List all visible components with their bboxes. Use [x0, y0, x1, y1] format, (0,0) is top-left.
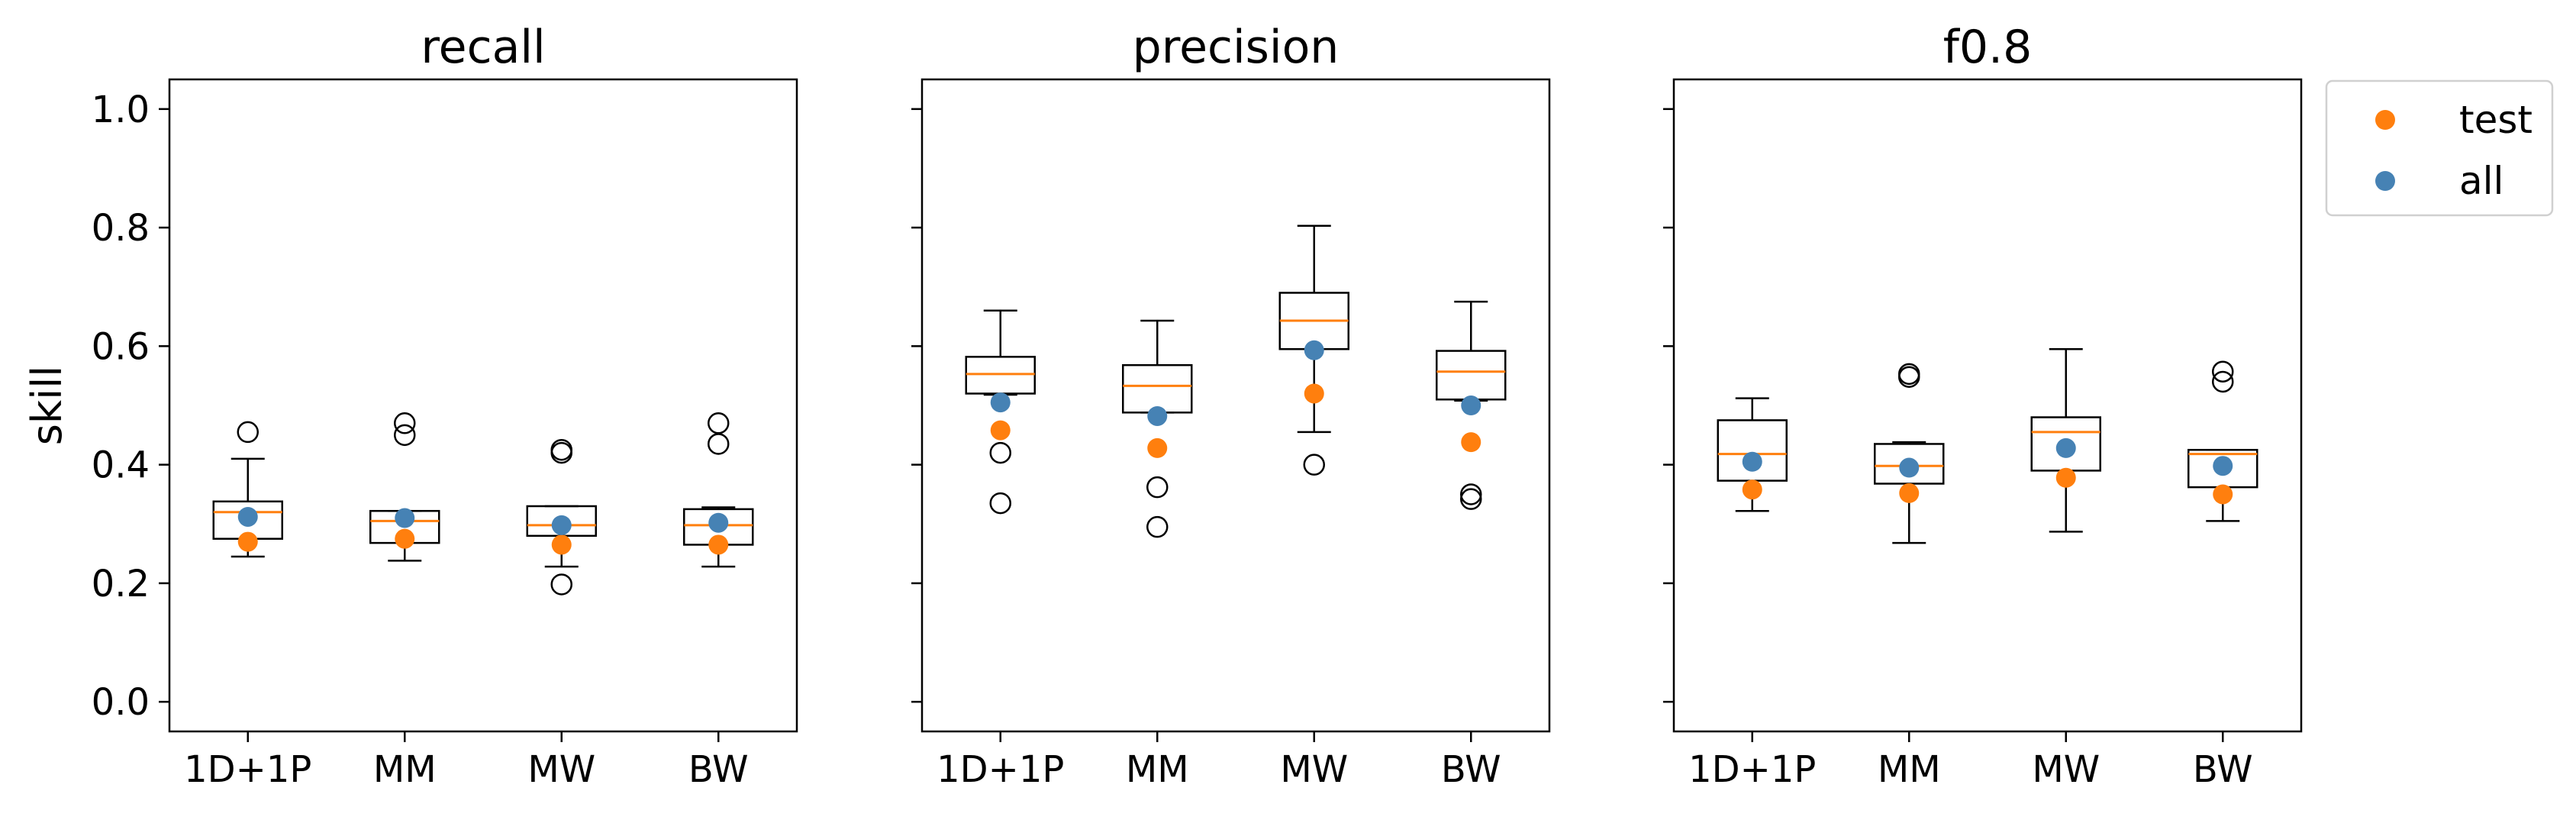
- x-tick-label: 1D+1P: [937, 748, 1064, 791]
- all-point: [1304, 340, 1324, 360]
- box-iqr: [1122, 363, 1193, 414]
- flier-point: [2212, 360, 2234, 383]
- legend: test all: [2325, 79, 2554, 217]
- box-MM: [1122, 319, 1193, 538]
- y-axis-label: skill: [23, 366, 71, 445]
- all-point: [2055, 437, 2076, 458]
- flier-point: [1898, 363, 1920, 386]
- all-point: [237, 506, 258, 527]
- box-iqr: [965, 356, 1036, 395]
- x-tick-label: MM: [1878, 748, 1941, 791]
- test-point: [237, 531, 258, 552]
- flier-point: [1460, 483, 1482, 505]
- box-iqr: [1436, 350, 1507, 401]
- x-tick-label: MW: [527, 748, 595, 791]
- legend-marker-test: [2375, 110, 2395, 130]
- y-tick-label: 0.4: [92, 444, 150, 487]
- test-point: [551, 534, 572, 555]
- flier-point: [989, 441, 1011, 464]
- flier-point: [1303, 454, 1325, 476]
- all-point: [1461, 395, 1481, 415]
- all-point: [1147, 405, 1168, 426]
- test-point: [708, 534, 729, 555]
- x-tick-label: BW: [2193, 748, 2253, 791]
- test-point: [1304, 383, 1324, 404]
- panel-f0.8: f0.8 1D+1P MM MW BW: [1663, 21, 2303, 791]
- box-MM: [1874, 363, 1945, 544]
- panel-title: recall: [421, 21, 545, 74]
- test-point: [1147, 437, 1168, 458]
- legend-label-test: test: [2459, 98, 2532, 142]
- all-point: [1899, 457, 1920, 478]
- box-BW: [1436, 300, 1507, 510]
- flier-point: [237, 421, 259, 444]
- test-point: [1461, 432, 1481, 453]
- test-point: [1742, 479, 1762, 500]
- flier-point: [989, 492, 1011, 515]
- box-MW: [1278, 224, 1349, 476]
- panel-title: precision: [1133, 21, 1340, 74]
- all-point: [708, 512, 729, 533]
- all-point: [395, 508, 415, 528]
- axes-frame: [1672, 78, 2303, 733]
- axes-frame: [920, 78, 1551, 733]
- x-tick-label: 1D+1P: [184, 748, 311, 791]
- y-tick-label: 0.8: [92, 207, 150, 250]
- flier-point: [1460, 488, 1482, 510]
- y-tick-label: 0.6: [92, 325, 150, 368]
- flier-point: [708, 433, 730, 455]
- x-tick-label: MM: [1126, 748, 1189, 791]
- test-point: [990, 420, 1011, 441]
- panel-precision: precision 1D+1P MM MW BW: [911, 21, 1551, 791]
- x-tick-label: BW: [1441, 748, 1501, 791]
- test-point: [2213, 484, 2233, 505]
- box-1D+1P: [965, 309, 1036, 515]
- all-point: [1742, 451, 1762, 472]
- box-1D+1P: [212, 421, 283, 558]
- axes-frame: [168, 78, 798, 733]
- box-1D+1P: [1717, 397, 1788, 512]
- y-tick-label: 0.0: [92, 681, 150, 724]
- box-MW: [2030, 347, 2101, 533]
- legend-label-all: all: [2459, 159, 2503, 203]
- x-tick-label: MW: [2032, 748, 2100, 791]
- flier-point: [394, 424, 416, 447]
- flier-point: [550, 438, 572, 461]
- box-BW: [683, 412, 754, 568]
- box-MM: [369, 412, 440, 562]
- all-point: [2213, 456, 2233, 476]
- x-tick-label: 1D+1P: [1688, 748, 1816, 791]
- flier-point: [2212, 370, 2234, 393]
- test-point: [2055, 467, 2076, 488]
- x-tick-label: BW: [688, 748, 749, 791]
- y-tick-label: 0.2: [92, 563, 150, 605]
- all-point: [990, 392, 1011, 413]
- flier-point: [394, 412, 416, 434]
- flier-point: [708, 412, 730, 434]
- flier-point: [550, 573, 572, 596]
- box-MW: [526, 438, 597, 596]
- all-point: [551, 515, 572, 535]
- panel-title: f0.8: [1943, 21, 2033, 74]
- test-point: [1899, 483, 1920, 503]
- x-tick-label: MM: [373, 748, 437, 791]
- legend-marker-all: [2375, 171, 2395, 191]
- flier-point: [1146, 515, 1169, 538]
- test-point: [395, 528, 415, 549]
- x-tick-label: MW: [1280, 748, 1348, 791]
- flier-point: [1146, 476, 1169, 499]
- y-tick-label: 1.0: [92, 89, 150, 131]
- box-BW: [2188, 360, 2258, 522]
- panel-recall: recall 0.0 0.2 0.4 0.6 0.8 1.0 1D+1P MM MW BW: [92, 21, 798, 791]
